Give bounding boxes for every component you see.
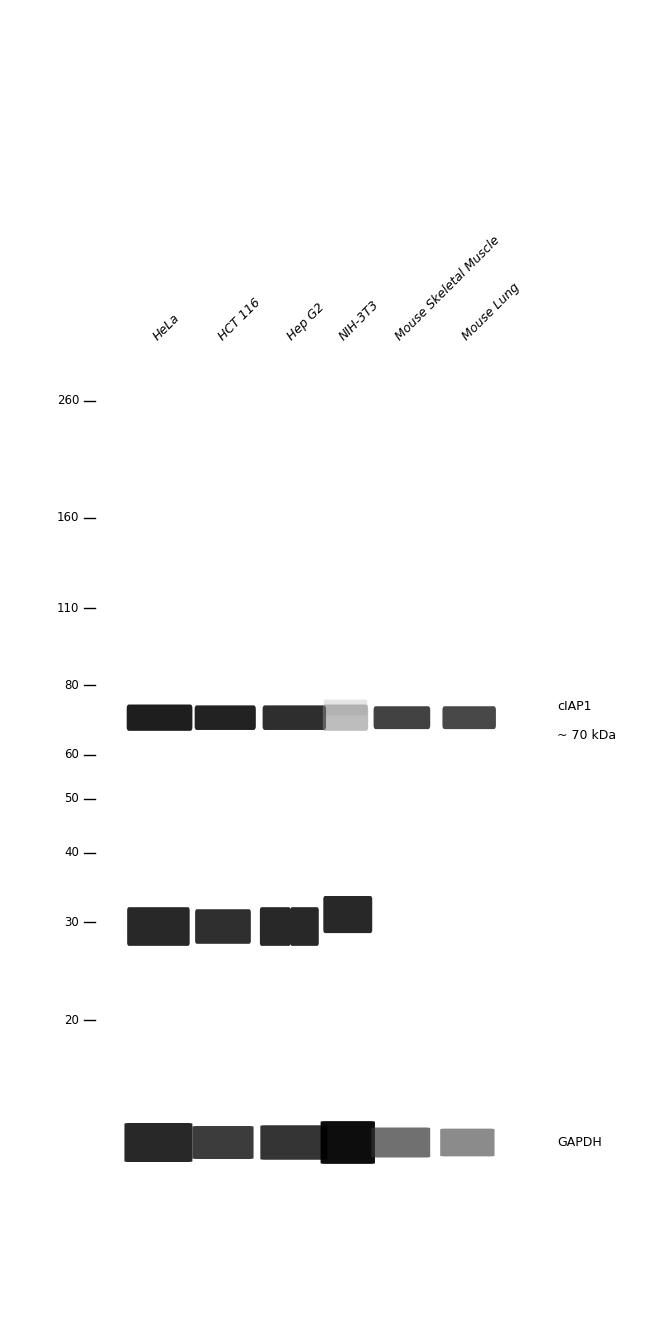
FancyBboxPatch shape xyxy=(127,705,192,731)
Text: 260: 260 xyxy=(57,394,79,407)
Text: 30: 30 xyxy=(64,915,79,928)
FancyBboxPatch shape xyxy=(374,706,430,730)
Text: 40: 40 xyxy=(64,847,79,860)
Text: NIH-3T3: NIH-3T3 xyxy=(336,299,382,344)
FancyBboxPatch shape xyxy=(440,1129,495,1156)
FancyBboxPatch shape xyxy=(320,1121,375,1164)
FancyBboxPatch shape xyxy=(192,1126,254,1159)
Text: cIAP1: cIAP1 xyxy=(557,701,592,714)
Text: HeLa: HeLa xyxy=(150,312,182,344)
FancyBboxPatch shape xyxy=(260,907,291,946)
FancyBboxPatch shape xyxy=(194,706,256,730)
FancyBboxPatch shape xyxy=(324,699,367,715)
FancyBboxPatch shape xyxy=(323,896,372,932)
FancyBboxPatch shape xyxy=(291,907,318,946)
Text: GAPDH: GAPDH xyxy=(557,1137,602,1148)
Text: 110: 110 xyxy=(57,602,79,615)
Text: Hep G2: Hep G2 xyxy=(285,302,328,344)
FancyBboxPatch shape xyxy=(261,1125,328,1160)
FancyBboxPatch shape xyxy=(371,1127,430,1158)
FancyBboxPatch shape xyxy=(127,907,190,946)
Text: 20: 20 xyxy=(64,1014,79,1027)
FancyBboxPatch shape xyxy=(443,706,496,730)
Text: ~ 70 kDa: ~ 70 kDa xyxy=(557,730,616,743)
FancyBboxPatch shape xyxy=(323,705,368,731)
Text: 160: 160 xyxy=(57,511,79,524)
FancyBboxPatch shape xyxy=(124,1123,192,1162)
Text: Mouse Lung: Mouse Lung xyxy=(460,281,523,344)
Text: 80: 80 xyxy=(64,678,79,691)
Text: HCT 116: HCT 116 xyxy=(216,296,263,344)
Text: 50: 50 xyxy=(64,793,79,806)
Text: Mouse Skeletal Muscle: Mouse Skeletal Muscle xyxy=(393,234,502,344)
FancyBboxPatch shape xyxy=(263,706,326,730)
Text: 60: 60 xyxy=(64,748,79,761)
FancyBboxPatch shape xyxy=(195,909,251,944)
